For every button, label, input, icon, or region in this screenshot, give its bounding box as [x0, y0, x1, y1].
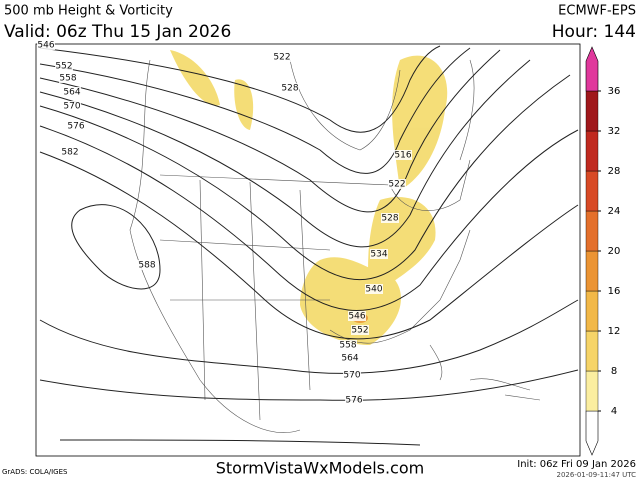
contour-label: 570	[63, 102, 80, 112]
colorbar-tick-label: 8	[611, 366, 617, 377]
contour-label: 558	[339, 341, 356, 351]
colorbar-tick-label: 12	[608, 326, 621, 337]
contour-label: 576	[67, 122, 84, 132]
contour-label-bg	[281, 83, 299, 93]
contour-label: 534	[370, 250, 387, 260]
boundaries	[129, 59, 541, 433]
colorbar-segment	[585, 170, 599, 212]
contour-label: 540	[365, 285, 382, 295]
contour-label-bg	[345, 395, 363, 405]
contour-label: 564	[341, 354, 358, 364]
colorbar-segment	[585, 210, 599, 252]
contour-label: 528	[281, 84, 298, 94]
colorbar-tick-label: 20	[608, 246, 621, 257]
contour-label-bg	[370, 249, 388, 259]
colorbar-tick-label: 32	[608, 126, 621, 137]
credit: GrADS: COLA/IGES	[2, 468, 68, 476]
forecast-hour: Hour: 144	[552, 22, 636, 42]
contour-label: 570	[343, 371, 360, 381]
contour-label: 552	[351, 326, 368, 336]
contour-label: 528	[381, 214, 398, 224]
contour-label-bg	[341, 353, 359, 363]
contour-labels: 546 552 558 564 570 576 582 588 522 528 516 522 528 5…	[37, 40, 412, 406]
contour-label-bg	[343, 370, 361, 380]
contour-label: 522	[388, 180, 405, 190]
contour-label: 546	[37, 41, 54, 51]
contour-label-bg	[61, 147, 79, 157]
contour-label: 558	[59, 74, 76, 84]
colorbar: 4 8 12 16 20 24 28 32 36	[585, 46, 621, 456]
contour-label: 552	[55, 62, 72, 72]
colorbar-segment	[585, 290, 599, 332]
colorbar-tick-label: 16	[608, 286, 621, 297]
contour-label: 522	[273, 53, 290, 63]
contour-label: 516	[394, 151, 411, 161]
contour-label: 564	[63, 88, 80, 98]
contour-label: 582	[61, 148, 78, 158]
contour-label: 588	[138, 261, 155, 271]
colorbar-tick-label: 4	[611, 406, 617, 417]
contour-label-bg	[381, 213, 399, 223]
contour-label-bg	[63, 87, 81, 97]
map-frame	[35, 43, 581, 457]
colorbar-segment	[585, 90, 599, 132]
contour-label-bg	[339, 340, 357, 350]
contour-label: 546	[348, 312, 365, 322]
contour-label-bg	[55, 61, 73, 71]
colorbar-top	[585, 46, 599, 92]
contour-label-bg	[394, 150, 412, 160]
site-name: StormVistaWxModels.com	[216, 459, 424, 478]
colorbar-segment	[585, 370, 599, 412]
contour-label-bg	[351, 325, 369, 335]
contour-label-bg	[388, 179, 406, 189]
colorbar-tick-label: 36	[608, 86, 621, 97]
contour-label-bg	[37, 40, 55, 50]
init-time: Init: 06z Fri 09 Jan 2026	[517, 459, 636, 470]
height-contours	[39, 45, 579, 446]
contour-label-bg	[59, 73, 77, 83]
contour-label-bg	[365, 284, 383, 294]
contour-label-bg	[348, 311, 366, 321]
colorbar-segment	[585, 250, 599, 292]
contour-label: 576	[345, 396, 362, 406]
contour-label-bg	[67, 121, 85, 131]
colorbar-tick-label: 24	[608, 206, 621, 217]
map: 546 552 558 564 570 576 582 588 522 528 516 522 528 5…	[35, 40, 581, 457]
colorbar-segment	[585, 130, 599, 172]
model-name: ECMWF-EPS	[558, 4, 636, 19]
colorbar-segment	[585, 330, 599, 372]
valid-time: Valid: 06z Thu 15 Jan 2026	[4, 22, 231, 42]
contour-label-bg	[63, 101, 81, 111]
contour-label-bg	[138, 260, 156, 270]
timestamp: 2026-01-09-11:47 UTC	[557, 471, 637, 479]
colorbar-tick-label: 28	[608, 166, 621, 177]
map-title: 500 mb Height & Vorticity	[4, 4, 173, 19]
contour-label-bg	[273, 52, 291, 62]
